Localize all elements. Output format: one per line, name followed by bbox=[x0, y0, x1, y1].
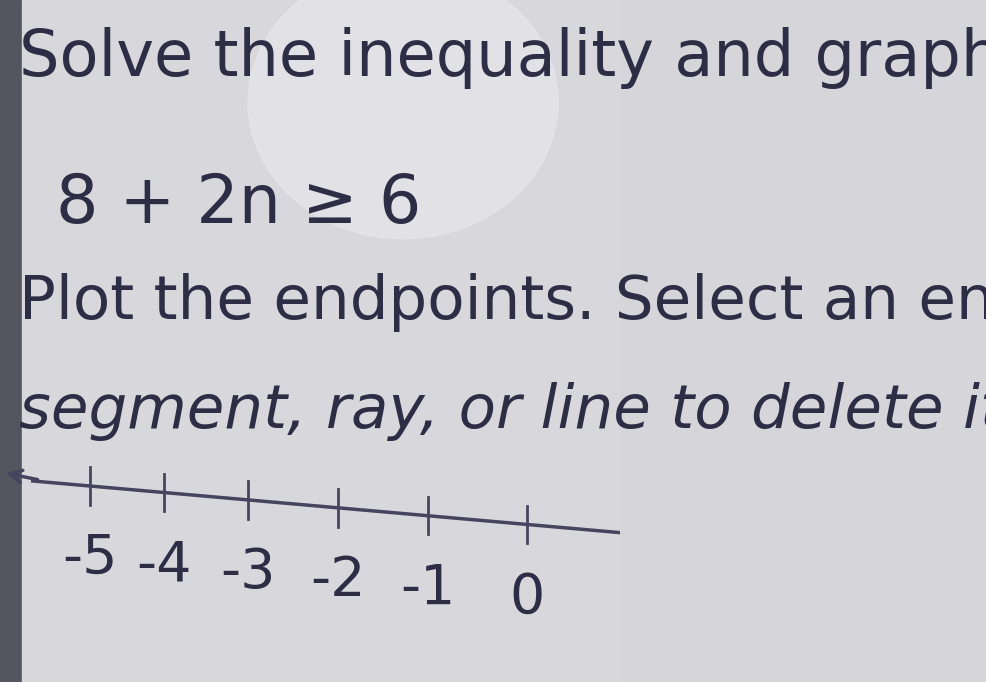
Text: -3: -3 bbox=[220, 546, 276, 600]
Ellipse shape bbox=[248, 0, 558, 239]
Bar bbox=[0, 0, 22, 682]
Text: Solve the inequality and graph the: Solve the inequality and graph the bbox=[19, 27, 986, 89]
Text: segment, ray, or line to delete it.: segment, ray, or line to delete it. bbox=[19, 382, 986, 441]
Text: -2: -2 bbox=[311, 554, 366, 608]
Text: Plot the endpoints. Select an endpo: Plot the endpoints. Select an endpo bbox=[19, 273, 986, 332]
Text: -4: -4 bbox=[137, 539, 192, 593]
Text: -5: -5 bbox=[62, 532, 117, 586]
Text: 0: 0 bbox=[510, 570, 544, 625]
Text: 8 + 2n ≥ 6: 8 + 2n ≥ 6 bbox=[56, 170, 421, 237]
Text: -1: -1 bbox=[400, 562, 456, 616]
